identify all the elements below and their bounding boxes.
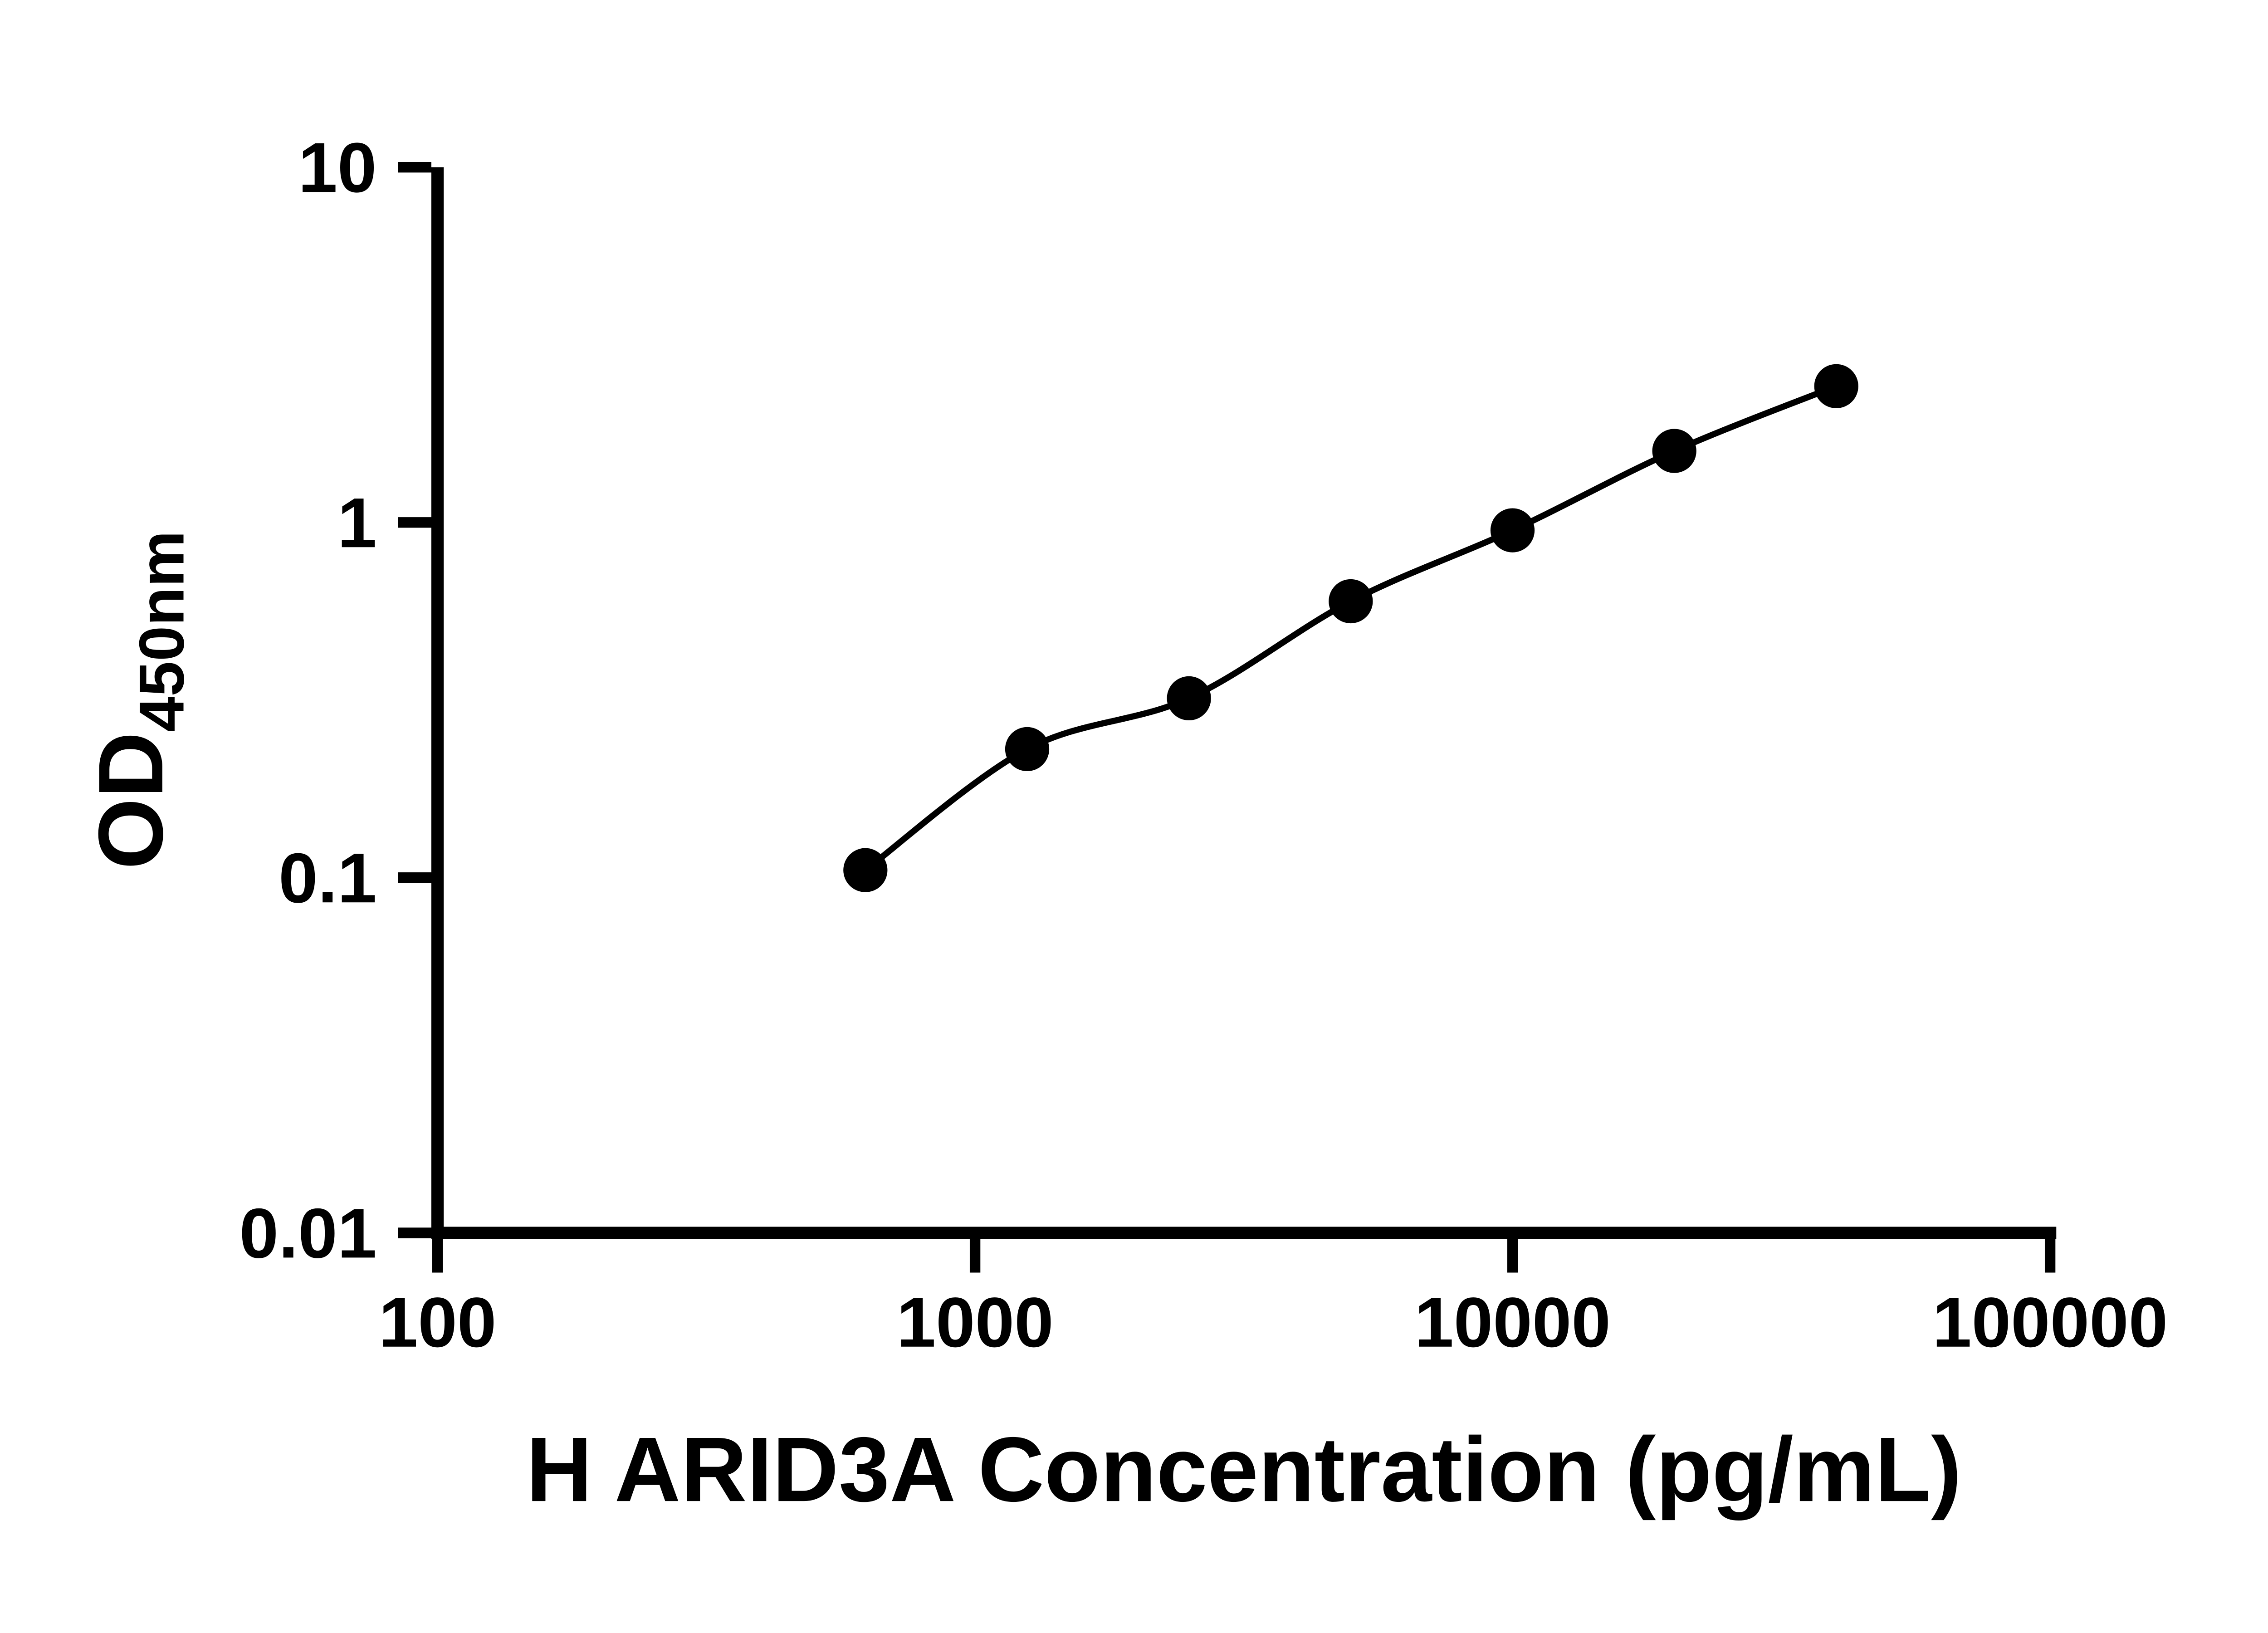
tick-marks: [398, 161, 2056, 1273]
data-point: [843, 848, 888, 892]
y-axis-title: OD450nm: [79, 531, 197, 870]
y-tick-label: 10: [298, 128, 376, 207]
x-tick-label: 100000: [1932, 1283, 2168, 1362]
data-point: [1490, 508, 1535, 552]
x-tick-label: 1000: [897, 1283, 1054, 1362]
x-axis-title: H ARID3A Concentration (pg/mL): [526, 1418, 1962, 1521]
y-tick-label: 1: [337, 483, 377, 562]
y-tick-label: 0.01: [240, 1193, 377, 1272]
y-axis-title-subscript: 450nm: [126, 531, 197, 732]
data-points: [843, 364, 1858, 892]
data-point: [1814, 364, 1858, 408]
y-axis-title-main: OD: [79, 732, 182, 869]
data-point: [1167, 676, 1211, 721]
axes: [431, 167, 2057, 1239]
x-tick-label: 100: [379, 1283, 497, 1362]
data-point: [1652, 429, 1696, 473]
y-tick-label: 0.1: [279, 838, 376, 917]
x-tick-label: 10000: [1414, 1283, 1611, 1362]
data-point: [1005, 727, 1050, 772]
data-point: [1329, 579, 1373, 624]
